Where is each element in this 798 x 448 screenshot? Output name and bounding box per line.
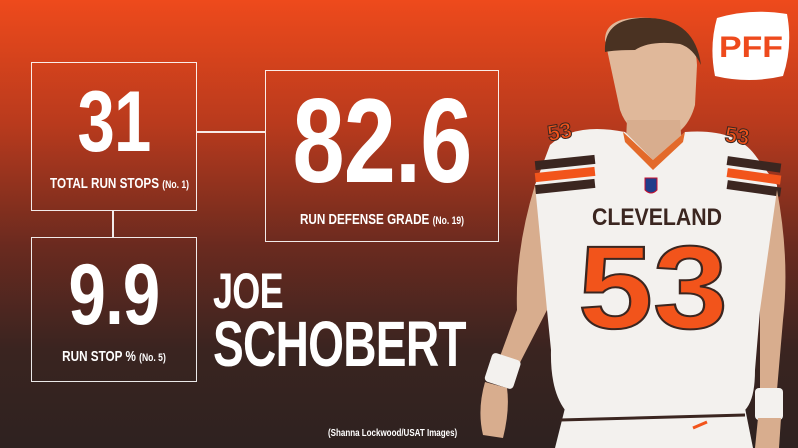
total-run-stops-value: 31 [77,74,151,170]
run-defense-grade-label-text: RUN DEFENSE GRADE [299,211,430,228]
run-defense-grade-box: 82.6 RUN DEFENSE GRADE (No. 19) [265,70,499,242]
run-stop-pct-label-text: RUN STOP % [62,348,136,365]
jersey-number: 53 [578,222,728,354]
player-last-name: SCHOBERT [213,308,467,380]
pff-logo-text: PFF [719,31,783,64]
run-stop-pct-label: RUN STOP % (No. 5) [50,348,178,365]
run-stop-pct-value: 9.9 [68,247,161,343]
player-photo: 53 53 CLEVELAND 53 [480,17,786,448]
wristband-right [755,388,783,420]
right-shoulder-number: 53 [723,122,751,150]
connector-line-horizontal [197,131,265,133]
total-run-stops-label: TOTAL RUN STOPS (No. 1) [50,175,189,192]
run-stop-pct-rank: (No. 5) [139,352,166,364]
sleeve-stripe-right [726,156,782,173]
total-run-stops-label-text: TOTAL RUN STOPS [50,175,160,192]
run-defense-grade-rank: (No. 19) [432,215,465,227]
sleeve-stripe-left [534,154,596,171]
photo-credit: (Shanna Lockwood/USAT Images) [328,428,458,439]
jersey-team-name: CLEVELAND [592,204,722,231]
run-stop-pct-box: 9.9 RUN STOP % (No. 5) [31,237,197,382]
pff-logo: PFF [712,11,790,80]
total-run-stops-rank: (No. 1) [162,179,190,191]
nfl-shield-icon [644,177,658,194]
run-defense-grade-value: 82.6 [292,74,472,208]
left-shoulder-number: 53 [545,117,573,146]
total-run-stops-box: 31 TOTAL RUN STOPS (No. 1) [31,62,197,211]
run-defense-grade-label: RUN DEFENSE GRADE (No. 19) [292,211,473,228]
player-first-name: JOE [213,263,284,319]
connector-line-vertical [112,211,114,237]
wristband-left [484,353,521,389]
